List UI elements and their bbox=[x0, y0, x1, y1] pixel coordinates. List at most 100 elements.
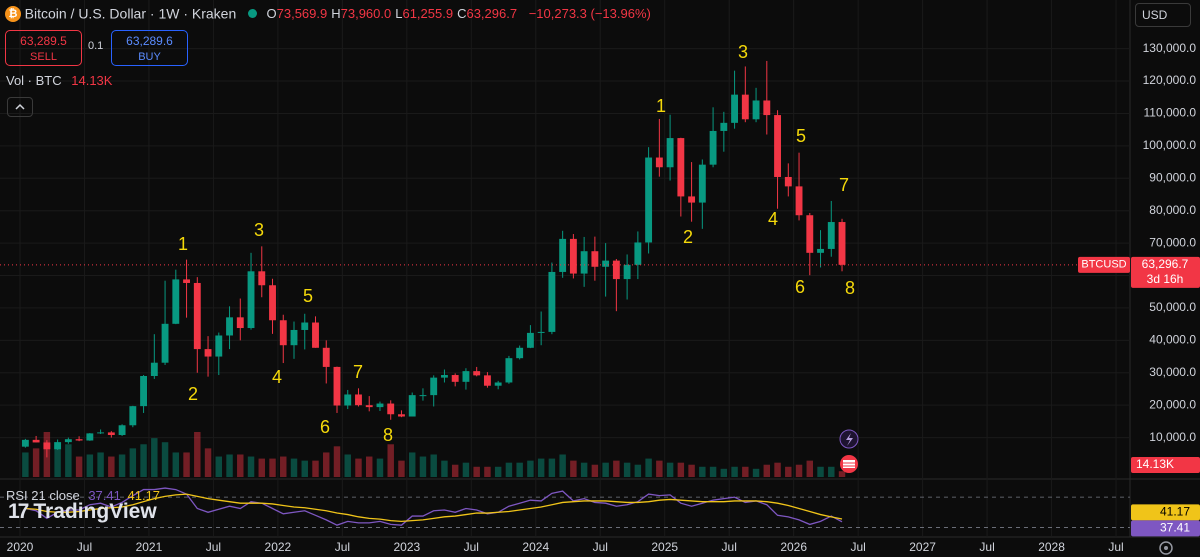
x-tick-label: 2027 bbox=[909, 540, 936, 554]
volume-bar bbox=[602, 462, 609, 477]
volume-name: Vol · BTC bbox=[6, 73, 62, 88]
y-tick-label: 30,000.0 bbox=[1149, 365, 1196, 379]
order-quantity[interactable]: 0.1 bbox=[88, 40, 104, 52]
candle-body bbox=[580, 251, 588, 274]
collapse-legend-button[interactable] bbox=[7, 97, 33, 117]
economic-event-icon[interactable] bbox=[840, 455, 858, 473]
volume-bar bbox=[247, 456, 255, 477]
candle-body bbox=[269, 285, 276, 321]
candle-body bbox=[559, 238, 567, 272]
sell-button[interactable]: 63,289.5 SELL bbox=[5, 30, 82, 66]
chevron bbox=[15, 103, 25, 110]
volume-bar bbox=[419, 456, 427, 477]
volume-bar bbox=[731, 466, 738, 477]
volume-bar bbox=[656, 460, 663, 477]
symbol-tag: BTCUSD bbox=[1081, 259, 1126, 271]
volume-bar bbox=[451, 464, 459, 477]
candle-body bbox=[451, 375, 459, 382]
bitcoin-icon: ₿ bbox=[5, 5, 21, 22]
symbol-title[interactable]: Bitcoin / U.S. Dollar · 1W · Kraken bbox=[24, 5, 237, 22]
volume-bar bbox=[699, 466, 706, 477]
wave-label: 1 bbox=[656, 96, 666, 116]
settings-icon[interactable] bbox=[1159, 541, 1173, 555]
candle-body bbox=[483, 375, 491, 386]
volume-bar bbox=[387, 444, 394, 477]
candle-body bbox=[150, 362, 158, 376]
candle-body bbox=[226, 317, 233, 336]
volume-bar bbox=[505, 462, 513, 477]
candle-body bbox=[602, 260, 610, 267]
symbol-tag-bg bbox=[1078, 256, 1130, 273]
y-tick-label: 100,000.0 bbox=[1143, 138, 1197, 152]
rsi-ma-tag-bg bbox=[1131, 504, 1200, 521]
volume-bar bbox=[408, 452, 416, 477]
volume-bar bbox=[430, 454, 437, 477]
wave-label: 6 bbox=[320, 417, 330, 437]
volume-bar bbox=[237, 454, 244, 477]
volume-bar bbox=[752, 468, 760, 477]
volume-bar bbox=[22, 452, 29, 477]
candle-body bbox=[258, 271, 266, 286]
volume-bar bbox=[484, 466, 491, 477]
ohlc-label: O bbox=[266, 6, 277, 22]
candle-body bbox=[526, 332, 534, 348]
wave-label: 2 bbox=[188, 384, 198, 404]
wave-label: 5 bbox=[303, 286, 313, 306]
x-tick-label: Jul bbox=[335, 540, 350, 554]
last-price-bg bbox=[1131, 256, 1200, 288]
y-tick-label: 20,000.0 bbox=[1149, 397, 1196, 411]
volume-bar bbox=[494, 466, 502, 477]
candle-body bbox=[107, 432, 115, 435]
candle-body bbox=[709, 130, 717, 165]
x-tick-label: 2022 bbox=[265, 540, 292, 554]
candle-body bbox=[172, 279, 180, 324]
candle-body bbox=[75, 439, 83, 441]
volume-bar bbox=[301, 460, 308, 477]
buy-button[interactable]: 63,289.6 BUY bbox=[111, 30, 188, 66]
volume-bar bbox=[312, 460, 319, 477]
volume-bar bbox=[828, 466, 835, 477]
volume-bar bbox=[32, 448, 40, 477]
volume-bar bbox=[817, 466, 824, 477]
candle-body bbox=[516, 347, 524, 359]
candle-body bbox=[569, 238, 577, 274]
event-icon[interactable] bbox=[839, 429, 859, 449]
brand-logo[interactable]: 17 TradingView bbox=[8, 500, 157, 524]
x-tick-label: 2026 bbox=[780, 540, 807, 554]
volume-bar bbox=[280, 456, 287, 477]
volume-bar bbox=[742, 466, 749, 477]
volume-bar bbox=[537, 458, 545, 477]
x-tick-label: 2028 bbox=[1038, 540, 1065, 554]
currency-selector[interactable]: USD bbox=[1135, 3, 1191, 27]
candle-body bbox=[634, 242, 642, 265]
volume-bar bbox=[613, 460, 620, 477]
volume-bar bbox=[559, 454, 566, 477]
candle-body bbox=[612, 260, 620, 280]
volume-bar bbox=[720, 468, 728, 477]
candle-body bbox=[838, 222, 846, 265]
volume-bar bbox=[194, 432, 201, 477]
sell-price: 63,289.5 bbox=[20, 34, 67, 48]
candle-body bbox=[21, 439, 29, 447]
volume-bar bbox=[215, 456, 223, 477]
candle-body bbox=[677, 138, 685, 197]
wave-label: 1 bbox=[178, 234, 188, 254]
candle-body bbox=[43, 442, 51, 450]
event-icon-bolt bbox=[846, 433, 853, 446]
candle-body bbox=[322, 347, 330, 367]
volume-bar bbox=[527, 460, 534, 477]
candle-body bbox=[752, 100, 760, 120]
y-tick-label: 130,000.0 bbox=[1143, 41, 1197, 55]
symbol-header: ₿ Bitcoin / U.S. Dollar · 1W · Kraken O7… bbox=[5, 5, 651, 22]
volume-tag: 14.13K bbox=[1136, 457, 1174, 471]
candle-body bbox=[301, 322, 309, 330]
candle-body bbox=[376, 403, 384, 408]
y-tick-label: 110,000.0 bbox=[1144, 106, 1197, 120]
wave-label: 7 bbox=[353, 362, 363, 382]
candle-body bbox=[666, 138, 674, 168]
volume-bar bbox=[580, 462, 588, 477]
rsi-tag: 37.41 bbox=[1160, 521, 1190, 535]
volume-bar bbox=[570, 460, 577, 477]
buy-label: BUY bbox=[138, 51, 161, 63]
volume-bar bbox=[204, 448, 212, 477]
